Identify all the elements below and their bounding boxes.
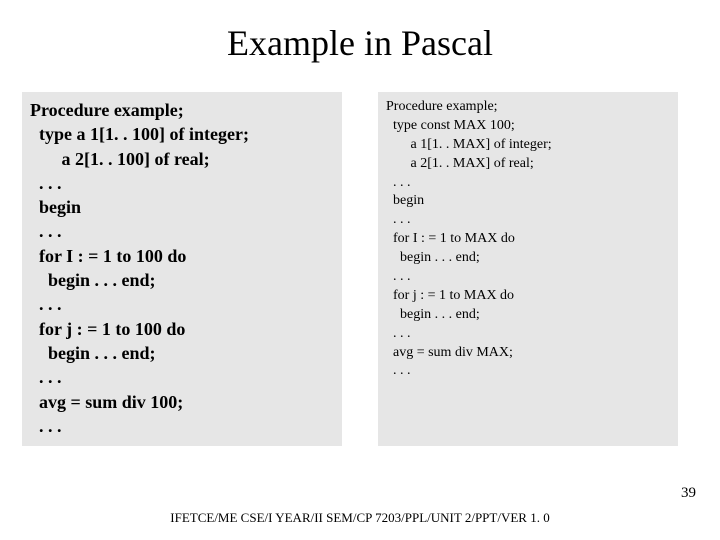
code-line: . . . — [30, 365, 334, 389]
code-line: type const MAX 100; — [386, 117, 670, 136]
footer-text: IFETCE/ME CSE/I YEAR/II SEM/CP 7203/PPL/… — [0, 510, 720, 526]
code-line: . . . — [386, 174, 670, 193]
code-line: . . . — [386, 211, 670, 230]
code-line: . . . — [30, 292, 334, 316]
code-line: a 1[1. . MAX] of integer; — [386, 136, 670, 155]
code-line: . . . — [386, 268, 670, 287]
code-line: begin . . . end; — [30, 268, 334, 292]
code-line: . . . — [30, 219, 334, 243]
code-line: avg = sum div 100; — [30, 390, 334, 414]
code-line: begin . . . end; — [386, 249, 670, 268]
code-line: . . . — [386, 362, 670, 381]
page-number: 39 — [681, 485, 696, 502]
code-line: . . . — [30, 171, 334, 195]
code-line: for j : = 1 to 100 do — [30, 317, 334, 341]
slide-title: Example in Pascal — [0, 0, 720, 92]
code-line: begin . . . end; — [30, 341, 334, 365]
code-line: a 2[1. . MAX] of real; — [386, 155, 670, 174]
code-line: for I : = 1 to 100 do — [30, 244, 334, 268]
code-line: . . . — [30, 414, 334, 438]
code-line: a 2[1. . 100] of real; — [30, 147, 334, 171]
code-panel-right: Procedure example; type const MAX 100; a… — [378, 92, 678, 446]
code-line: for j : = 1 to MAX do — [386, 287, 670, 306]
code-columns: Procedure example; type a 1[1. . 100] of… — [0, 92, 720, 446]
code-panel-left: Procedure example; type a 1[1. . 100] of… — [22, 92, 342, 446]
code-line: for I : = 1 to MAX do — [386, 230, 670, 249]
code-line: avg = sum div MAX; — [386, 344, 670, 363]
code-line: . . . — [386, 325, 670, 344]
code-line: begin — [386, 192, 670, 211]
code-line: Procedure example; — [386, 98, 670, 117]
code-line: begin . . . end; — [386, 306, 670, 325]
code-line: Procedure example; — [30, 98, 334, 122]
code-line: type a 1[1. . 100] of integer; — [30, 122, 334, 146]
code-line: begin — [30, 195, 334, 219]
